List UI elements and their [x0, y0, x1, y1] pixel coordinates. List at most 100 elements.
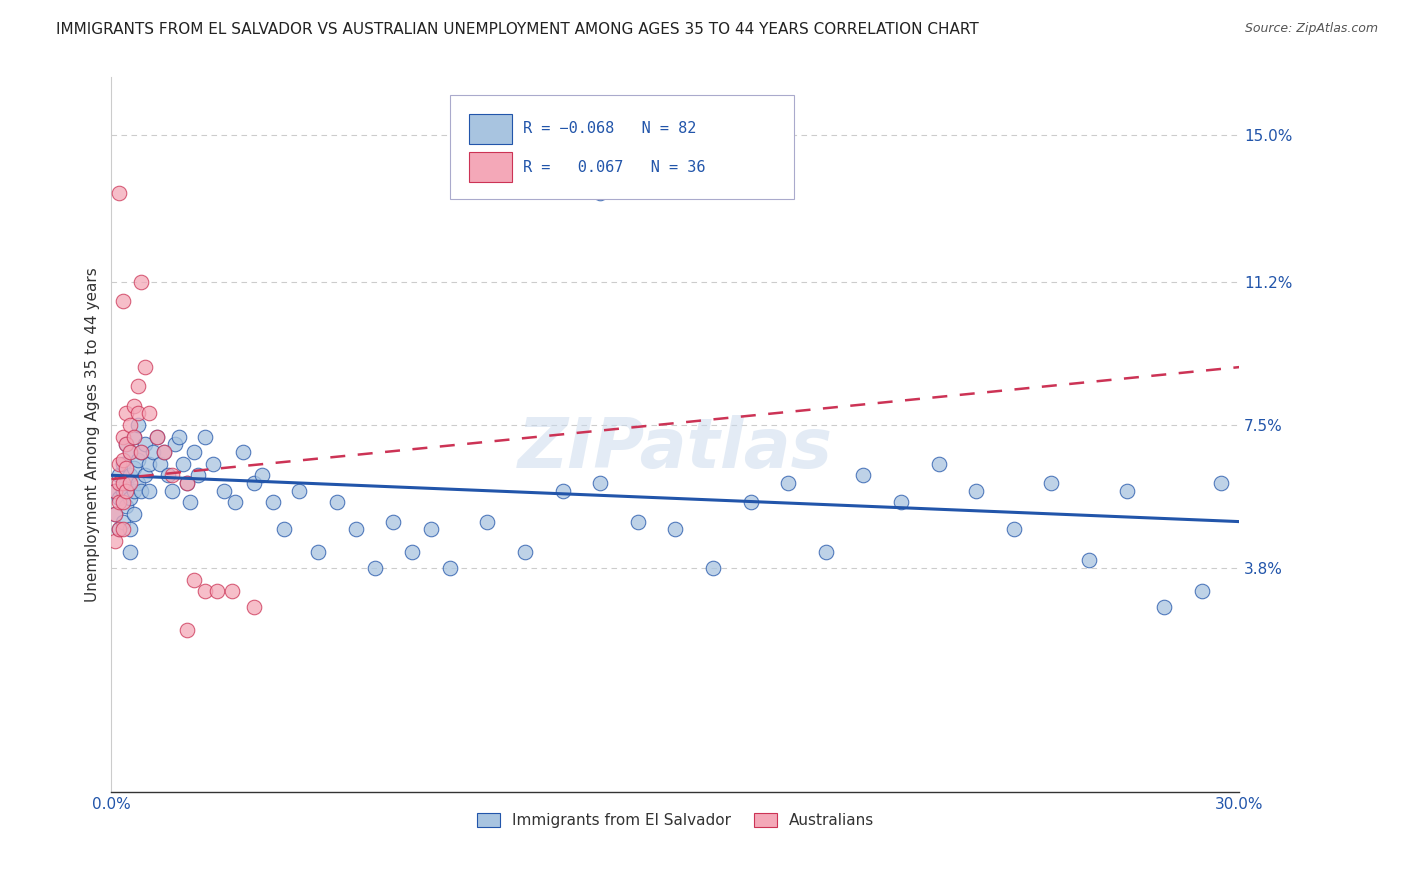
Point [288, 483, 311, 498]
Point [104, 507, 127, 521]
Point [115, 475, 138, 490]
Point [194, 429, 217, 443]
Point [122, 429, 145, 443]
Point [156, 468, 179, 483]
Point [1153, 599, 1175, 614]
Point [131, 483, 153, 498]
Point [179, 495, 201, 509]
Point [702, 561, 724, 575]
Point [344, 522, 367, 536]
Point [740, 495, 762, 509]
Text: Source: ZipAtlas.com: Source: ZipAtlas.com [1244, 22, 1378, 36]
Point [122, 399, 145, 413]
Point [176, 475, 198, 490]
Point [928, 457, 950, 471]
Point [627, 515, 650, 529]
Point [115, 483, 138, 498]
Point [108, 457, 131, 471]
Point [108, 522, 131, 536]
Point [221, 584, 243, 599]
Point [122, 507, 145, 521]
Point [852, 468, 875, 483]
Point [187, 468, 209, 483]
Point [165, 437, 187, 451]
FancyBboxPatch shape [450, 95, 794, 199]
Point [439, 561, 461, 575]
Point [160, 468, 183, 483]
Point [326, 495, 349, 509]
Point [115, 437, 138, 451]
Point [127, 379, 149, 393]
Point [111, 522, 134, 536]
Point [134, 360, 156, 375]
Point [104, 507, 127, 521]
Point [108, 495, 131, 509]
Point [232, 445, 254, 459]
Text: R =   0.067   N = 36: R = 0.067 N = 36 [523, 160, 706, 175]
Point [243, 599, 266, 614]
Point [589, 186, 612, 201]
Point [131, 445, 153, 459]
Point [153, 445, 176, 459]
Point [134, 468, 156, 483]
Point [120, 445, 142, 459]
Point [104, 483, 127, 498]
Point [1191, 584, 1213, 599]
Point [401, 545, 423, 559]
Point [1115, 483, 1137, 498]
Point [201, 457, 224, 471]
Point [104, 533, 127, 548]
Point [134, 437, 156, 451]
Point [420, 522, 443, 536]
Point [115, 499, 138, 513]
Point [138, 407, 160, 421]
Point [138, 483, 160, 498]
Point [273, 522, 295, 536]
Point [176, 475, 198, 490]
Point [120, 491, 142, 506]
Point [138, 457, 160, 471]
Point [205, 584, 228, 599]
Point [890, 495, 912, 509]
Point [131, 275, 153, 289]
Point [160, 483, 183, 498]
Point [127, 407, 149, 421]
Point [127, 452, 149, 467]
Point [172, 457, 194, 471]
Point [145, 429, 167, 443]
Text: ZIPatlas: ZIPatlas [517, 416, 832, 483]
Bar [470, 153, 512, 183]
Point [120, 418, 142, 433]
Point [120, 445, 142, 459]
Point [111, 483, 134, 498]
Point [115, 407, 138, 421]
Point [778, 475, 800, 490]
Point [120, 475, 142, 490]
Point [145, 429, 167, 443]
Point [115, 460, 138, 475]
Point [176, 623, 198, 637]
Point [551, 483, 574, 498]
Point [120, 468, 142, 483]
Point [589, 475, 612, 490]
Point [1078, 553, 1101, 567]
Point [120, 545, 142, 559]
Point [1002, 522, 1025, 536]
Point [167, 429, 190, 443]
Point [814, 545, 837, 559]
Point [1209, 475, 1232, 490]
Point [183, 573, 205, 587]
Text: IMMIGRANTS FROM EL SALVADOR VS AUSTRALIAN UNEMPLOYMENT AMONG AGES 35 TO 44 YEARS: IMMIGRANTS FROM EL SALVADOR VS AUSTRALIA… [56, 22, 979, 37]
Point [183, 445, 205, 459]
Point [104, 483, 127, 498]
Point [363, 561, 385, 575]
Point [108, 522, 131, 536]
Point [149, 457, 172, 471]
Point [142, 445, 165, 459]
Point [115, 437, 138, 451]
Point [108, 468, 131, 483]
Point [127, 418, 149, 433]
Point [194, 584, 217, 599]
Point [382, 515, 405, 529]
Point [111, 515, 134, 529]
